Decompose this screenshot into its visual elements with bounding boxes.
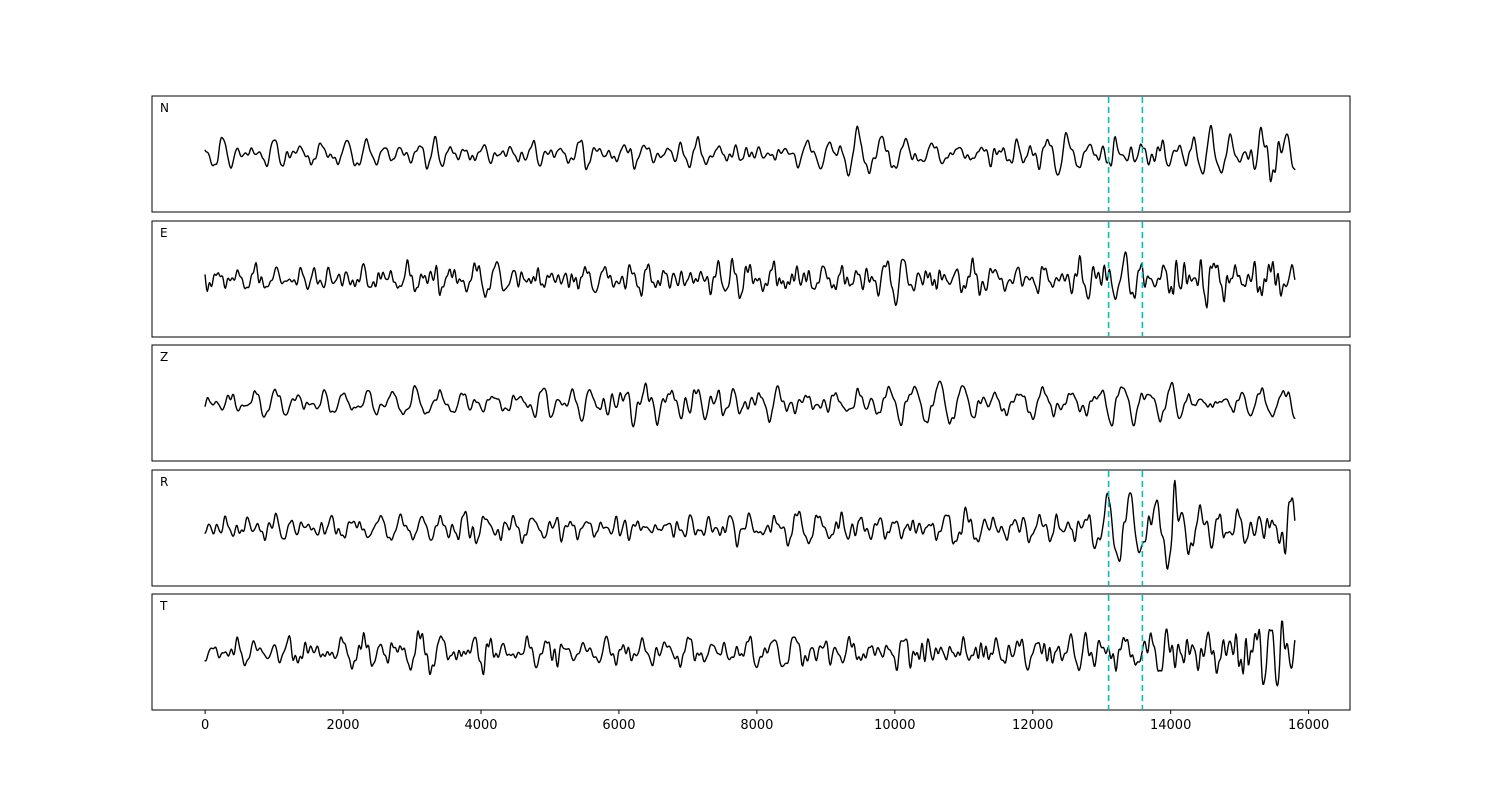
panel-border <box>151 469 1351 587</box>
waveform-E <box>204 251 1296 309</box>
panel-border <box>151 344 1351 462</box>
x-tick-label: 10000 <box>874 718 915 733</box>
x-tick-label: 6000 <box>602 718 635 733</box>
panel-R: R <box>151 469 1351 587</box>
x-tick-label: 0 <box>201 718 209 733</box>
waveform-N <box>204 124 1296 183</box>
panel-T: T <box>151 593 1351 711</box>
panel-Z: Z <box>151 344 1351 462</box>
panel-border <box>151 220 1351 338</box>
panel-border <box>151 593 1351 711</box>
x-tick-label: 8000 <box>740 718 773 733</box>
channel-label-T: T <box>159 599 168 613</box>
x-tick-label: 4000 <box>464 718 497 733</box>
channel-label-R: R <box>160 475 168 489</box>
x-tick-label: 14000 <box>1150 718 1191 733</box>
waveform-Z <box>204 380 1296 428</box>
channel-label-Z: Z <box>160 350 168 364</box>
panel-N: N <box>151 95 1351 213</box>
waveform-R <box>204 479 1296 570</box>
panel-E: E <box>151 220 1351 338</box>
panel-border <box>151 95 1351 213</box>
channel-label-E: E <box>160 226 168 240</box>
channel-label-N: N <box>160 101 169 115</box>
x-tick-label: 12000 <box>1012 718 1053 733</box>
waveform-T <box>204 620 1296 687</box>
x-tick-label: 2000 <box>326 718 359 733</box>
x-tick-label: 16000 <box>1288 718 1329 733</box>
